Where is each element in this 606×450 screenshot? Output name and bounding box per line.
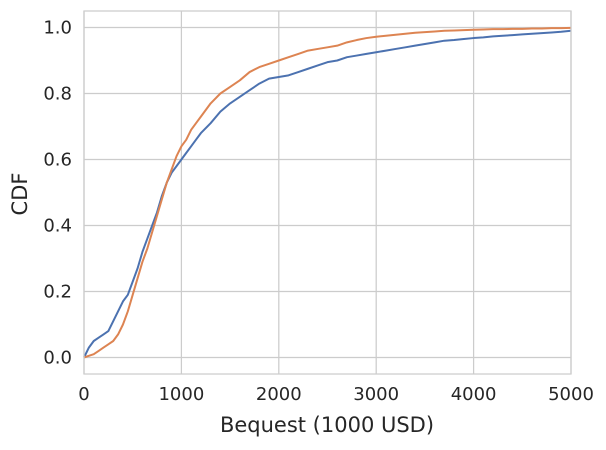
x-tick-label: 0 [78,384,89,405]
y-tick-label: 0.8 [43,84,72,105]
x-tick-label: 2000 [256,384,302,405]
y-axis-label: CDF [8,173,32,216]
y-tick-label: 0.6 [43,150,72,171]
x-tick-label: 5000 [548,384,594,405]
y-tick-label: 1.0 [43,18,72,39]
y-tick-label: 0.2 [43,282,72,303]
y-tick-label: 0.0 [43,348,72,369]
plot-frame [83,10,572,375]
x-axis-label: Bequest (1000 USD) [220,413,434,437]
axes-frame [83,10,572,375]
series-line-1 [83,29,572,358]
y-tick-labels: 0.0 0.2 0.4 0.6 0.8 1.0 [43,18,72,369]
x-tick-label: 1000 [158,384,204,405]
y-tick-label: 0.4 [43,216,72,237]
series-line-2 [83,26,572,359]
x-tick-labels: 0 1000 2000 3000 4000 5000 [78,384,594,405]
grid [83,11,572,374]
series-lines [83,26,572,359]
x-tick-label: 3000 [353,384,399,405]
x-tick-label: 4000 [451,384,497,405]
